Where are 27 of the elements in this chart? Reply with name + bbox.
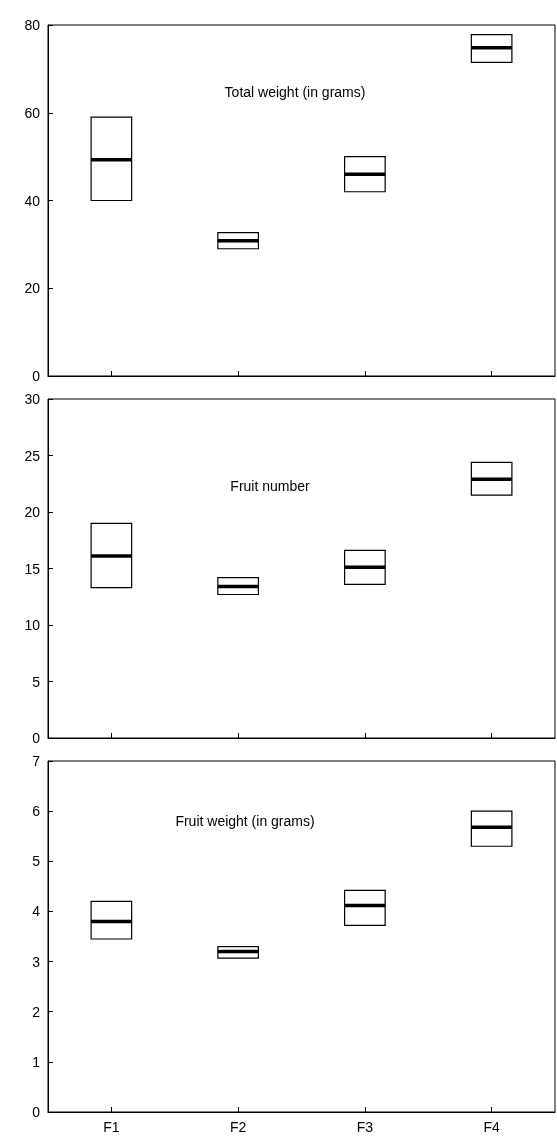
y-tick-label: 0 (32, 730, 41, 746)
y-tick-label: 20 (24, 280, 41, 297)
y-tick-label: 3 (32, 953, 41, 970)
x-tick-label: F4 (483, 1119, 500, 1135)
y-tick-label: 6 (32, 803, 41, 820)
y-tick-label: 30 (24, 391, 41, 407)
y-tick-label: 10 (24, 617, 41, 633)
text: Total weight (in grams) (224, 84, 366, 100)
y-tick-label: 60 (24, 104, 41, 121)
y-tick-label: 0 (32, 368, 41, 384)
x-tick-label: F2 (229, 1119, 247, 1135)
y-tick-label: 1 (32, 1053, 41, 1070)
y-tick-label: 4 (32, 903, 41, 920)
y-tick-label: 40 (24, 192, 41, 209)
y-tick-label: 0 (32, 1104, 41, 1120)
text: Fruit weight (in grams) (175, 813, 315, 829)
y-tick-label: 80 (24, 17, 41, 33)
x-tick-label: F3 (356, 1119, 374, 1135)
x-tick-label: F1 (103, 1119, 120, 1135)
y-tick-label: 7 (32, 753, 41, 769)
y-tick-label: 5 (32, 853, 41, 870)
y-tick-label: 2 (32, 1003, 41, 1020)
y-tick-label: 15 (24, 560, 41, 577)
text: Fruit number (230, 478, 311, 494)
y-tick-label: 20 (24, 504, 41, 520)
y-tick-label: 25 (24, 447, 41, 464)
y-tick-label: 5 (32, 673, 41, 690)
